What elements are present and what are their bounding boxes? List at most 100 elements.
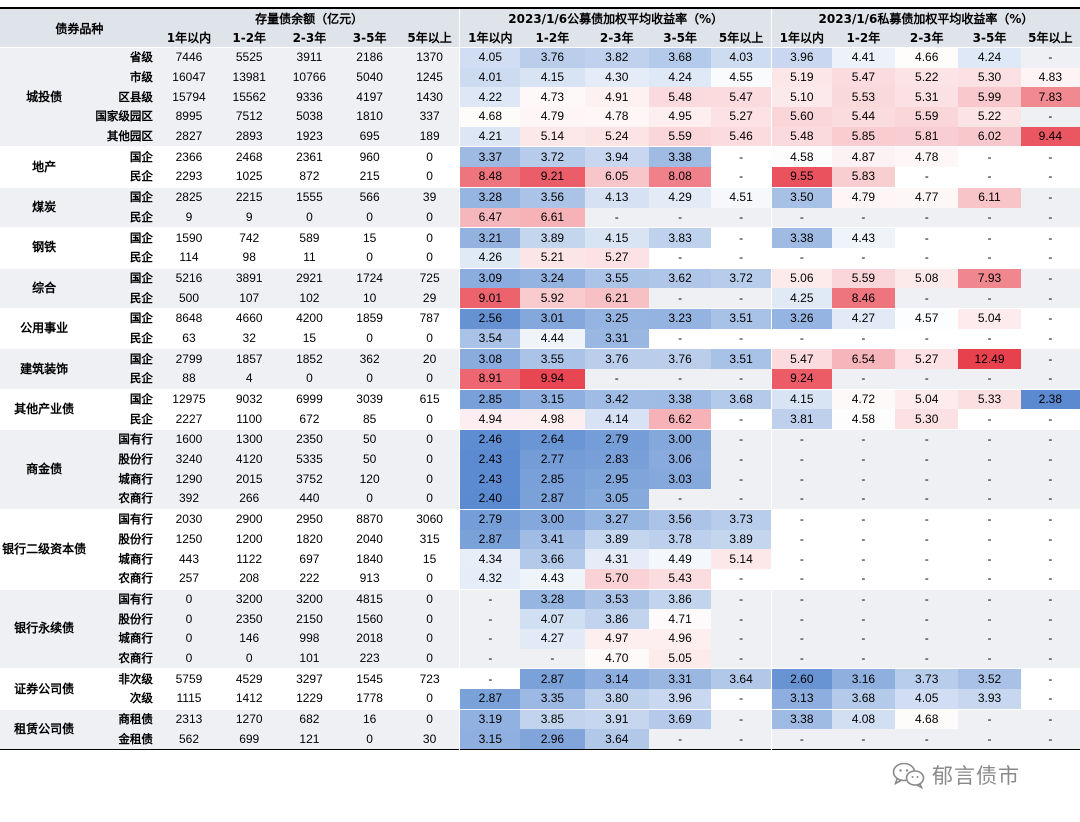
- balance-cell: 3891: [219, 267, 280, 289]
- private-yield-cell: -: [1048, 551, 1053, 566]
- private-yield-cell: 3.13: [770, 689, 832, 710]
- balance-cell: 85: [362, 411, 377, 426]
- private-yield-cell: -: [861, 371, 866, 386]
- table-row: 银行永续债 国有行 0 3200 3200 4815 0-3.28 3.53 3.86- - - - -…: [0, 588, 1080, 669]
- balance-cell: 2468: [219, 146, 280, 168]
- public-yield-cell: -: [678, 731, 683, 746]
- balance-cell: 2030: [158, 508, 220, 530]
- public-yield-cell: 4.94: [459, 409, 521, 430]
- balance-cell: 10766: [292, 70, 327, 85]
- balance-cell: 0: [426, 452, 433, 467]
- private-yield-cell: -: [924, 631, 929, 646]
- table-row: 农商行 0 0 101 223 0 - - 4.70 5.05 - - - - - -: [0, 648, 1080, 669]
- balance-cell: 4200: [279, 307, 340, 329]
- private-yield-cell: -: [831, 508, 896, 530]
- balance-cell: 102: [299, 290, 320, 305]
- public-yield-cell: 4.29: [648, 186, 712, 208]
- public-yield-cell: 2.87: [520, 489, 585, 510]
- balance-cell: 88: [182, 371, 196, 386]
- balance-cell: 9336: [296, 89, 323, 104]
- private-yield-cell: 4.77: [895, 186, 959, 208]
- private-yield-cell: -: [770, 588, 832, 610]
- term-header: 1年以内: [770, 28, 832, 48]
- public-yield-cell: -: [739, 330, 744, 345]
- public-yield-cell: 4.79: [520, 107, 585, 127]
- term-header: 3-5年: [339, 28, 400, 48]
- subcategory-cell: 农商行: [118, 571, 153, 586]
- table-row: 民企 114 98 11 0 0 4.26 5.21 5.27 - - - - - - -: [0, 247, 1080, 269]
- private-yield-cell: -: [1020, 588, 1080, 610]
- private-yield-cell: 3.81: [770, 409, 832, 430]
- public-yield-cell: -: [678, 491, 683, 506]
- private-yield-cell: -: [1020, 186, 1080, 208]
- public-yield-cell: -: [678, 250, 683, 265]
- balance-cell: 0: [185, 611, 193, 626]
- private-yield-cell: -: [924, 209, 929, 224]
- public-yield-cell: 4.15: [520, 67, 585, 88]
- private-yield-cell: -: [958, 508, 1021, 530]
- balance-cell: 0: [399, 588, 460, 610]
- term-header: 3-5年: [958, 28, 1021, 48]
- subcategory-cell: 股份行: [118, 452, 153, 467]
- balance-cell: 7446: [158, 46, 220, 68]
- public-yield-cell: -: [739, 691, 744, 706]
- public-yield-cell: 2.87: [459, 529, 521, 550]
- private-yield-cell: -: [1020, 668, 1080, 689]
- public-yield-cell: 6.62: [648, 409, 712, 430]
- balance-cell: 15: [339, 227, 400, 248]
- balance-cell: 0: [399, 146, 460, 168]
- table-row: 城商行 443 1122 697 1840 15 4.34 3.66 4.31 4.49 5.14-…: [0, 549, 1080, 569]
- table-row: 其他产业债 国企 12975 9032 6999 3039 615 2.85 3.15 3.42 3…: [0, 388, 1080, 430]
- balance-cell: 4120: [235, 452, 263, 467]
- private-yield-cell: -: [861, 531, 866, 546]
- public-yield-cell: 2.95: [584, 469, 649, 490]
- category-cell: 地产: [0, 146, 89, 188]
- balance-cell: 562: [178, 731, 199, 746]
- public-yield-cell: -: [739, 571, 744, 586]
- balance-cell: 3752: [296, 471, 323, 486]
- private-yield-cell: 4.79: [831, 186, 896, 208]
- balance-cell: 742: [219, 227, 280, 248]
- private-yield-cell: -: [861, 491, 866, 506]
- balance-cell: 1250: [175, 531, 203, 546]
- balance-cell: 2350: [235, 611, 263, 626]
- balance-cell: 723: [399, 668, 460, 689]
- public-yield-cell: 2.79: [584, 429, 649, 450]
- public-yield-cell: 5.21: [520, 247, 585, 269]
- balance-cell: 1300: [219, 429, 280, 450]
- category-cell: 证券公司债: [0, 668, 89, 710]
- balance-cell: 2825: [158, 186, 220, 208]
- private-yield-group-header: 2023/1/6私募债加权平均收益率（%）: [770, 8, 1080, 28]
- public-yield-cell: 3.53: [584, 588, 649, 610]
- term-header: 2-3年: [279, 28, 340, 48]
- private-yield-cell: 9.24: [770, 369, 832, 390]
- public-yield-cell: 4.15: [584, 227, 649, 248]
- subcategory-cell: 国企: [88, 146, 159, 168]
- term-header: 2-3年: [895, 28, 959, 48]
- balance-cell: 0: [245, 650, 253, 665]
- public-yield-cell: 3.64: [711, 668, 772, 689]
- private-yield-cell: 2.60: [770, 668, 832, 689]
- balance-cell: 1810: [356, 109, 383, 124]
- balance-cell: 114: [179, 250, 199, 265]
- header-row-groups: 债券品种 存量债余额（亿元） 2023/1/6公募债加权平均收益率（%） 202…: [0, 8, 1080, 48]
- public-yield-cell: 4.21: [459, 126, 521, 147]
- balance-cell: 1115: [176, 691, 202, 706]
- private-yield-cell: 9.44: [1020, 126, 1080, 147]
- private-yield-cell: 6.02: [958, 126, 1021, 147]
- public-yield-cell: 5.48: [648, 87, 712, 108]
- subcategory-cell: 非次级: [88, 668, 159, 689]
- public-yield-cell: 3.89: [520, 227, 585, 248]
- balance-cell: 0: [306, 371, 313, 386]
- private-yield-cell: -: [861, 471, 866, 486]
- subcategory-cell: 国家级园区: [95, 109, 153, 124]
- public-yield-cell: 3.64: [584, 729, 649, 750]
- public-yield-cell: 3.73: [711, 508, 772, 530]
- public-yield-cell: 4.51: [711, 186, 772, 208]
- balance-cell: 1820: [296, 531, 323, 546]
- public-yield-cell: 6.21: [584, 288, 649, 309]
- public-yield-cell: -: [739, 491, 744, 506]
- public-yield-cell: 6.61: [520, 207, 585, 228]
- subcategory-cell: 农商行: [118, 650, 153, 665]
- public-yield-cell: 3.72: [711, 267, 772, 289]
